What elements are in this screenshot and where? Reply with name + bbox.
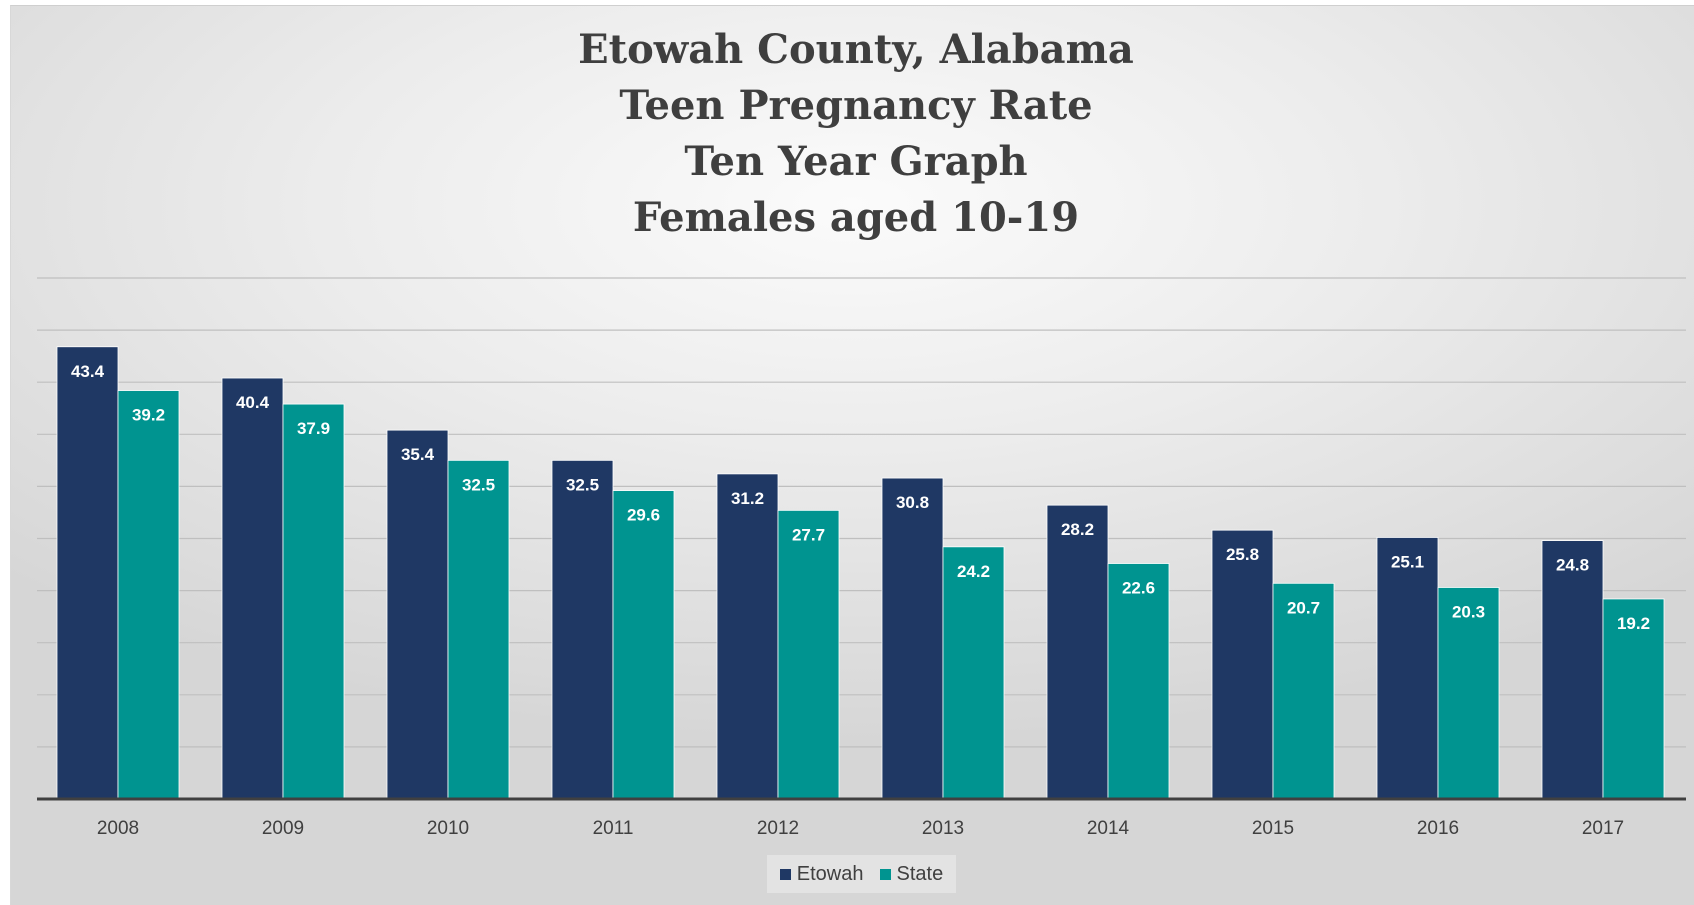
data-label-state-2009: 37.9 <box>297 419 330 438</box>
bar-state-2011 <box>612 490 675 800</box>
bar-etowah-2010 <box>386 429 449 800</box>
data-label-etowah-2011: 32.5 <box>566 475 599 494</box>
x-tick-label-2012: 2012 <box>757 818 799 839</box>
bar-etowah-2013 <box>881 477 944 800</box>
bar-state-2017 <box>1602 598 1665 800</box>
data-label-state-2016: 20.3 <box>1452 602 1485 621</box>
x-tick-label-2015: 2015 <box>1252 818 1294 839</box>
data-label-state-2014: 22.6 <box>1122 579 1155 598</box>
legend-label-state: State <box>896 862 944 885</box>
bar-state-2016 <box>1437 587 1500 800</box>
data-label-state-2017: 19.2 <box>1617 614 1650 633</box>
title-line-1: Etowah County, Alabama <box>578 26 1134 73</box>
title-line-3: Ten Year Graph <box>684 138 1028 185</box>
bar-etowah-2017 <box>1541 540 1604 800</box>
data-label-etowah-2013: 30.8 <box>896 493 929 512</box>
bar-state-2008 <box>117 390 180 800</box>
bar-etowah-2009 <box>221 377 284 800</box>
bar-etowah-2015 <box>1211 529 1274 800</box>
legend-item-etowah: Etowah <box>779 862 864 886</box>
data-label-etowah-2017: 24.8 <box>1556 556 1589 575</box>
legend-swatch-state <box>879 868 891 880</box>
bar-state-2014 <box>1107 563 1170 800</box>
data-label-state-2012: 27.7 <box>792 525 825 544</box>
x-tick-label-2014: 2014 <box>1087 818 1130 839</box>
x-tick-label-2011: 2011 <box>593 818 634 839</box>
data-label-etowah-2014: 28.2 <box>1061 520 1094 539</box>
data-label-state-2013: 24.2 <box>957 562 990 581</box>
data-label-state-2008: 39.2 <box>132 406 165 425</box>
data-label-state-2011: 29.6 <box>627 506 660 525</box>
x-tick-label-2010: 2010 <box>427 818 469 839</box>
x-tick-label-2017: 2017 <box>1582 818 1624 839</box>
bar-etowah-2011 <box>551 459 614 800</box>
title-line-4: Females aged 10-19 <box>632 194 1080 241</box>
data-label-etowah-2010: 35.4 <box>401 445 435 464</box>
bar-state-2013 <box>942 546 1005 800</box>
title-line-2: Teen Pregnancy Rate <box>619 82 1093 129</box>
bar-state-2012 <box>777 509 840 800</box>
data-label-etowah-2009: 40.4 <box>236 393 270 412</box>
legend-item-state: State <box>879 862 944 886</box>
data-label-state-2015: 20.7 <box>1287 598 1320 617</box>
data-label-etowah-2015: 25.8 <box>1226 545 1259 564</box>
bar-etowah-2012 <box>716 473 779 800</box>
bar-etowah-2008 <box>56 346 119 800</box>
bar-etowah-2016 <box>1376 537 1439 800</box>
bar-etowah-2014 <box>1046 504 1109 800</box>
x-tick-label-2016: 2016 <box>1417 818 1459 839</box>
chart-title: Etowah County, Alabama Teen Pregnancy Ra… <box>0 22 1694 246</box>
data-label-etowah-2008: 43.4 <box>71 362 105 381</box>
bar-state-2015 <box>1272 582 1335 800</box>
x-tick-label-2008: 2008 <box>97 818 139 839</box>
legend-label-etowah: Etowah <box>796 862 864 885</box>
x-tick-label-2013: 2013 <box>922 818 964 839</box>
legend: Etowah State <box>767 855 956 893</box>
data-label-etowah-2016: 25.1 <box>1391 552 1424 571</box>
bar-state-2009 <box>282 403 345 800</box>
legend-swatch-etowah <box>779 868 791 880</box>
bar-state-2010 <box>447 459 510 800</box>
data-label-etowah-2012: 31.2 <box>731 489 764 508</box>
x-tick-label-2009: 2009 <box>262 818 304 839</box>
data-label-state-2010: 32.5 <box>462 475 495 494</box>
